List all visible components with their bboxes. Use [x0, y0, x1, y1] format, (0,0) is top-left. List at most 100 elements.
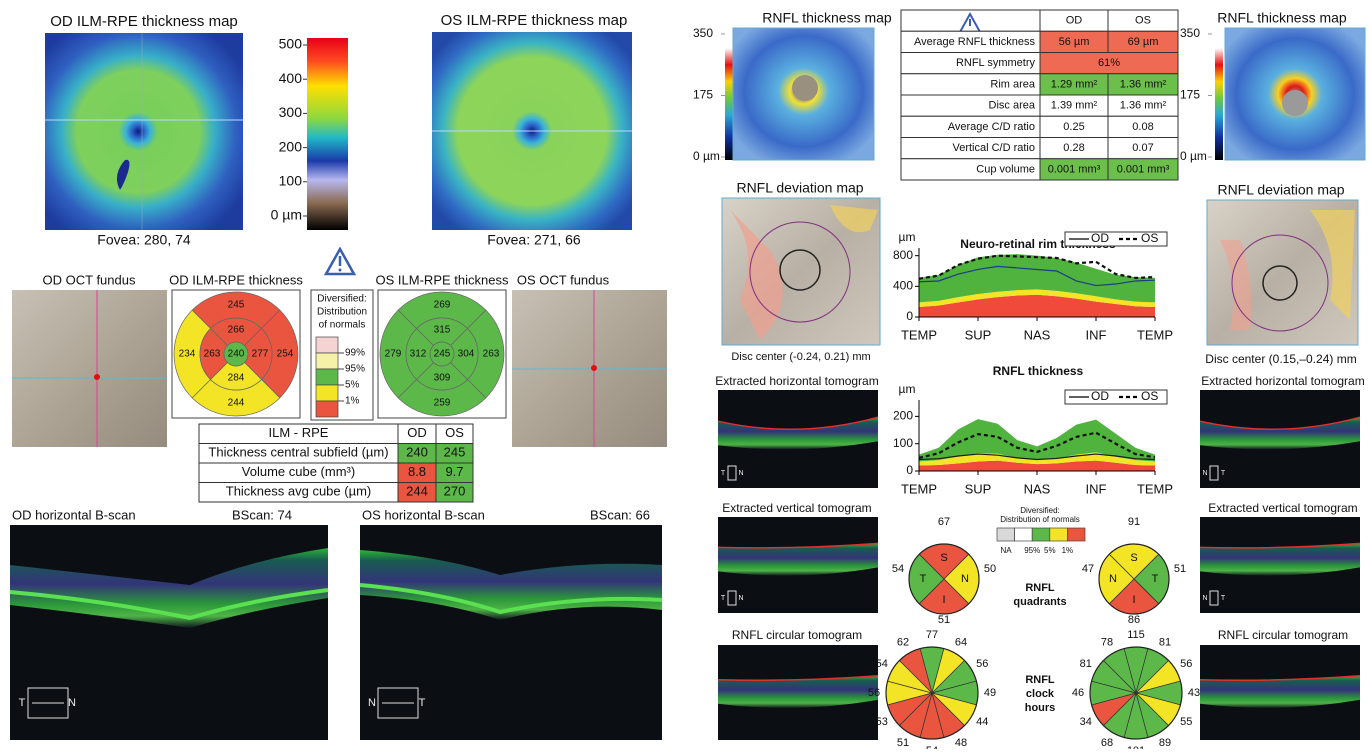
- legend-swatch: [1049, 527, 1068, 542]
- scale-label: 0 µm: [1180, 149, 1207, 163]
- table-row-label: Vertical C/D ratio: [952, 142, 1035, 154]
- os-deviation-map: [1206, 199, 1359, 346]
- x-tick-label: NAS: [1024, 327, 1051, 342]
- od-fundus: [12, 290, 167, 447]
- legend-level: 95%: [1024, 546, 1040, 555]
- sector-value: 315: [434, 325, 451, 336]
- quadrant-label: quadrants: [1013, 596, 1066, 608]
- table-header: OD: [407, 425, 427, 440]
- clock-value: 115: [1127, 629, 1145, 641]
- os-rnfl-map: [1215, 27, 1366, 161]
- od-grid-frame: [171, 289, 301, 419]
- retina-band: [1200, 417, 1360, 450]
- map-caption: Fovea: 280, 74: [97, 232, 191, 248]
- legend-swatch: [315, 336, 339, 354]
- sector-value: 263: [204, 349, 221, 360]
- warning-icon: [323, 246, 357, 276]
- clock-value: 89: [1159, 737, 1171, 749]
- axis-label: µm: [899, 382, 916, 396]
- normal-band: [919, 289, 1155, 308]
- map-caption: Disc center (0.15,–0.24) mm: [1205, 352, 1356, 366]
- clock-label: clock: [1026, 688, 1055, 700]
- table-cell: [1107, 158, 1179, 181]
- series-line: [918, 254, 1156, 280]
- legend-label: OD: [1091, 231, 1109, 245]
- od-deviation-map: [721, 197, 881, 346]
- quadrant-value: 50: [984, 563, 996, 575]
- series-line: [918, 431, 1156, 459]
- os-thickness-map: [432, 32, 632, 230]
- table-cell-text: 69 µm: [1128, 36, 1159, 48]
- orient-box: [727, 465, 737, 481]
- table-cell-text: 0.28: [1063, 142, 1084, 154]
- legend-swatch: [315, 368, 339, 386]
- legend-swatch: [1031, 527, 1051, 542]
- clock-value: 46: [1072, 687, 1084, 699]
- table-cell: [435, 482, 474, 503]
- table-cell-text: 0.07: [1132, 142, 1153, 154]
- sector-value: 277: [252, 349, 269, 360]
- quadrant-letter: N: [1109, 573, 1117, 585]
- sector-value: 304: [458, 349, 475, 360]
- orient-label: N: [1202, 470, 1207, 477]
- retina-line: [717, 416, 879, 431]
- retina-band: [1200, 675, 1360, 708]
- table-cell-text: 9.7: [445, 464, 463, 479]
- center-sector: [429, 341, 455, 367]
- clock-value: 54: [876, 658, 888, 670]
- table-cell-text: 240: [406, 445, 428, 460]
- sector-value: 284: [228, 373, 245, 384]
- clock-value: 101: [1127, 745, 1145, 749]
- table-cell-text: Thickness central subfield (µm): [208, 445, 388, 460]
- quadrant-value: 51: [938, 614, 950, 626]
- sector-value: 266: [228, 325, 245, 336]
- tomogram-images: [717, 390, 1361, 740]
- sector-value: 279: [385, 349, 402, 360]
- table-cell-text: Volume cube (mm³): [242, 464, 355, 479]
- clock-label: hours: [1025, 702, 1056, 714]
- table-cell-text: 1.36 mm²: [1120, 78, 1167, 90]
- normal-band: [919, 460, 1155, 471]
- quadrant-letter: T: [1152, 573, 1159, 585]
- orient-box: [1209, 465, 1219, 481]
- legend-label: OS: [1141, 389, 1158, 403]
- normal-band: [919, 419, 1155, 462]
- panel-title: OS ILM-RPE thickness: [376, 272, 509, 287]
- table-row-label: Average C/D ratio: [948, 121, 1035, 133]
- legend-swatch: [996, 527, 1015, 542]
- panel-title: RNFL circular tomogram: [1218, 628, 1348, 642]
- quadrant-letter: S: [1130, 552, 1137, 564]
- clock-value: 68: [1101, 737, 1113, 749]
- panel-title: OD horizontal B-scan: [12, 507, 136, 522]
- orient-label: T: [1221, 470, 1226, 477]
- quadrant-value: 86: [1128, 614, 1140, 626]
- legend-swatch: [1067, 527, 1086, 542]
- quadrant-value: 67: [938, 516, 950, 528]
- clock-value: 49: [984, 687, 996, 699]
- clock-value: 51: [897, 737, 909, 749]
- od-thickness-map: [45, 33, 243, 230]
- legend-title: Diversified:: [317, 294, 366, 305]
- clock-value: 48: [955, 737, 967, 749]
- panel-title: OD ILM-RPE thickness: [169, 272, 303, 287]
- series-line: [918, 453, 1156, 461]
- quadrant-value: 51: [1174, 563, 1186, 575]
- table-cell-text: 244: [406, 484, 428, 499]
- legend-level: 99%: [345, 348, 365, 359]
- bscan-index: BScan: 74: [232, 507, 292, 522]
- table-cell-text: 8.8: [408, 464, 426, 479]
- panel-title: OS horizontal B-scan: [362, 507, 485, 522]
- scale-label: 350: [1180, 26, 1200, 40]
- orient-label: T: [19, 697, 26, 709]
- scale-label: 200: [279, 138, 303, 154]
- legend-level: 95%: [345, 364, 365, 375]
- legend-swatch: [315, 400, 339, 418]
- panel-title: RNFL thickness map: [1217, 10, 1347, 26]
- table-header: ILM - RPE: [269, 425, 329, 440]
- table-cell-text: 270: [444, 484, 466, 499]
- table-warning-icon: [958, 11, 982, 33]
- table-row-label: Disc area: [989, 100, 1036, 112]
- os-bscan: [359, 525, 663, 740]
- panel-title: Extracted horizontal tomogram: [1201, 374, 1364, 388]
